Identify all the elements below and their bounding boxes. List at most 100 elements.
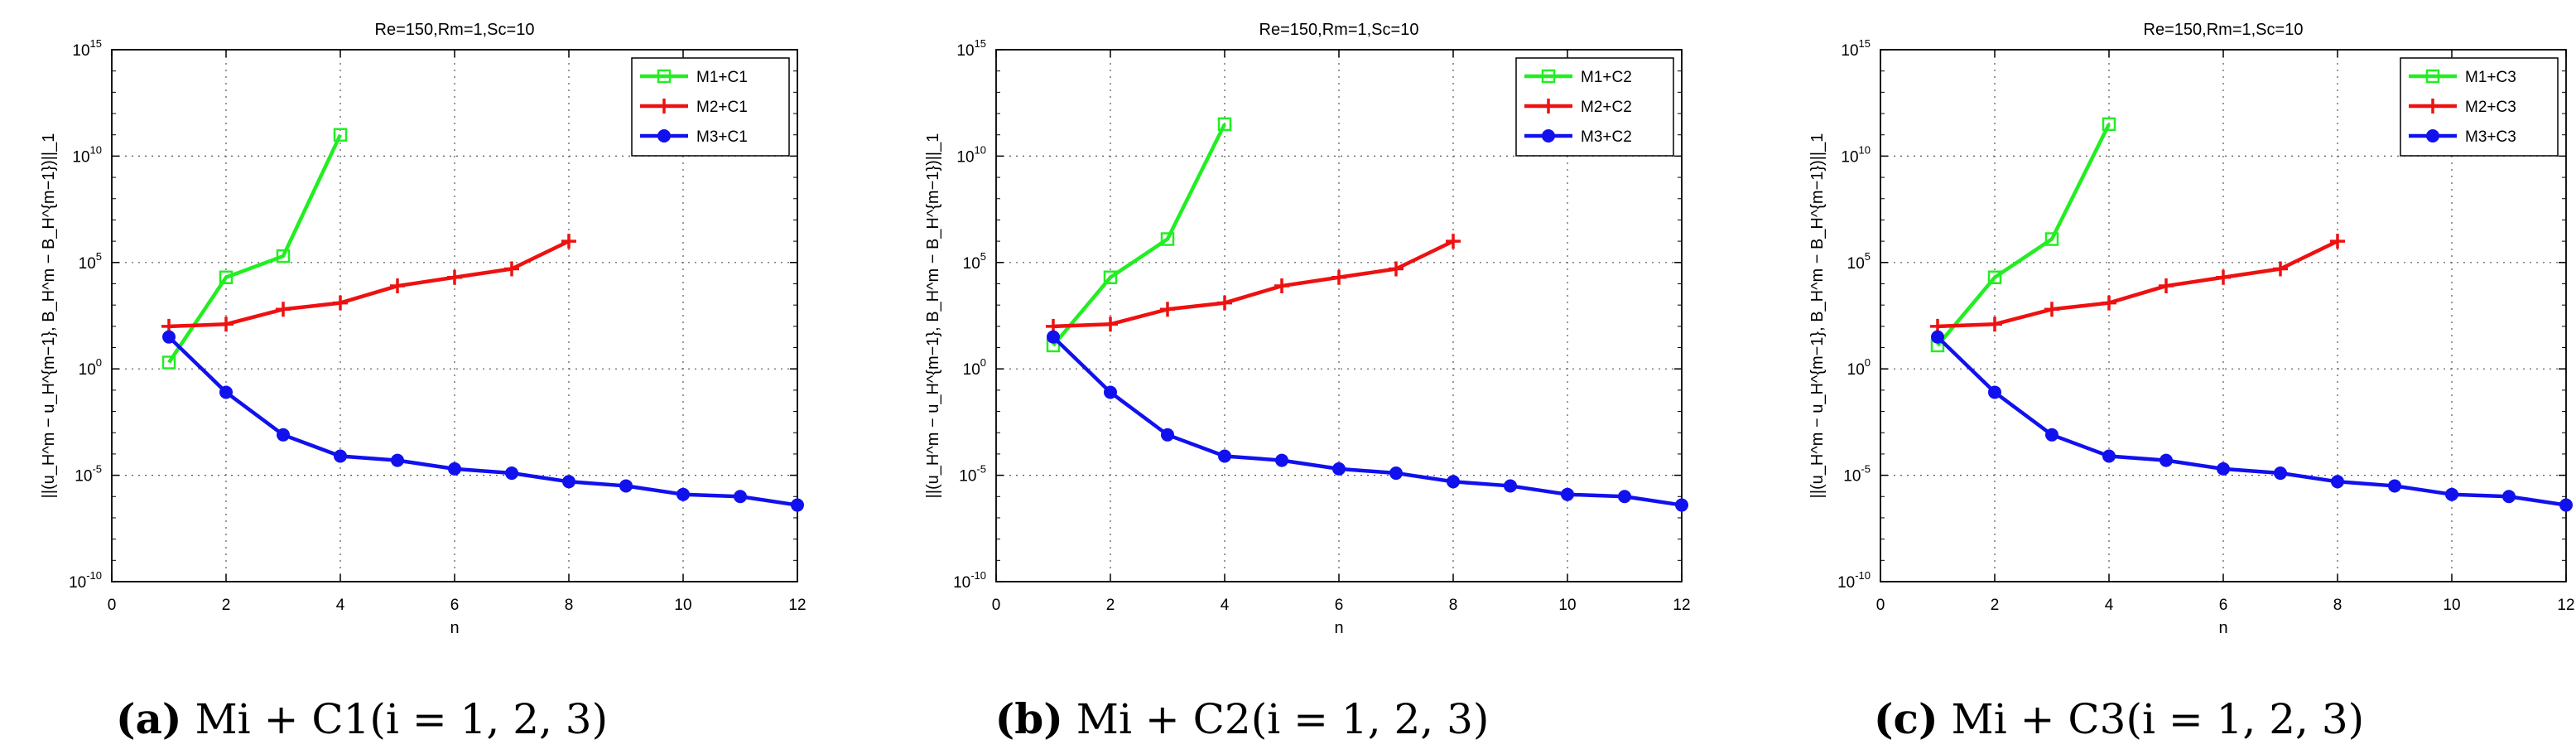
x-tick-label: 4	[336, 597, 345, 614]
x-axis-label: n	[2218, 619, 2227, 637]
x-tick-label: 8	[2333, 597, 2342, 614]
marker-circle	[1389, 466, 1403, 481]
marker-circle	[1542, 129, 1555, 143]
legend-label: M1+C1	[696, 69, 748, 86]
series-M3+C1	[162, 330, 804, 512]
marker-circle	[734, 490, 747, 504]
marker-plus	[1987, 317, 2002, 332]
marker-circle	[1561, 487, 1574, 501]
legend-label: M2+C2	[1581, 99, 1632, 116]
marker-circle	[1218, 449, 1231, 463]
marker-plus	[1389, 261, 1404, 277]
marker-plus	[2273, 261, 2288, 277]
marker-plus	[1160, 302, 1175, 317]
marker-circle	[791, 498, 804, 512]
marker-plus	[219, 317, 234, 332]
marker-circle	[334, 449, 347, 463]
marker-plus	[447, 269, 462, 285]
y-tick-label: 105	[1847, 250, 1871, 273]
marker-plus	[1217, 295, 1232, 311]
series-M3+C2	[1047, 330, 1688, 512]
marker-plus	[2425, 99, 2440, 114]
x-tick-label: 8	[565, 597, 574, 614]
x-tick-label: 12	[788, 597, 806, 614]
figure-caption: (c) Mi + C3(i = 1, 2, 3)	[1874, 694, 2364, 743]
marker-circle	[1931, 330, 1944, 344]
legend-label: M1+C3	[2465, 69, 2516, 86]
x-tick-label: 2	[222, 597, 231, 614]
marker-circle	[2331, 475, 2344, 489]
marker-circle	[2426, 129, 2439, 143]
chart-panel-1: 0 2 4 6 8 10 12 10-10 10-5 100 105 1010 1015 Re=150,R…	[40, 21, 807, 637]
y-tick-label: 105	[963, 250, 986, 273]
marker-plus	[1446, 234, 1461, 249]
marker-circle	[619, 479, 633, 493]
x-tick-label: 8	[1449, 597, 1458, 614]
series-M2+C1	[161, 234, 576, 334]
marker-circle	[162, 330, 176, 344]
y-tick-label: 100	[963, 356, 986, 379]
chart-panel-3: 0 2 4 6 8 10 12 10-10 10-5 100 105 1010 1015 Re=150,R…	[1808, 21, 2575, 637]
marker-circle	[1047, 330, 1060, 344]
x-tick-label: 12	[1673, 597, 1690, 614]
marker-square	[657, 69, 672, 84]
marker-plus	[390, 278, 405, 294]
marker-plus	[2102, 295, 2116, 311]
marker-circle	[1988, 385, 2001, 399]
marker-plus	[504, 261, 519, 277]
x-axis-label: n	[450, 619, 459, 637]
series-M1+C1	[161, 128, 348, 370]
marker-plus	[2044, 302, 2059, 317]
legend-label: M2+C3	[2465, 99, 2516, 116]
x-tick-label: 6	[1335, 597, 1344, 614]
marker-circle	[1447, 475, 1460, 489]
marker-circle	[562, 475, 575, 489]
marker-circle	[657, 129, 671, 143]
chart-title: Re=150,Rm=1,Sc=10	[2144, 21, 2304, 39]
marker-plus	[561, 234, 576, 249]
y-tick-label: 1010	[72, 143, 102, 166]
series-line	[1052, 123, 1227, 347]
y-tick-label: 100	[1847, 356, 1871, 379]
marker-circle	[2160, 453, 2173, 467]
series-line	[168, 239, 570, 329]
y-axis-label: ||(u_H^m − u_H^{m−1}, B_H^m − B_H^{m−1})…	[1808, 133, 1827, 499]
y-tick-label: 100	[79, 356, 102, 379]
legend: M1+C2 M2+C2 M3+C2	[1515, 57, 1674, 157]
legend-label: M1+C2	[1581, 69, 1632, 86]
marker-circle	[2045, 428, 2058, 442]
marker-circle	[2217, 462, 2230, 476]
series-line	[1936, 336, 2567, 507]
legend-label: M3+C2	[1581, 128, 1632, 146]
marker-square	[1217, 117, 1232, 132]
marker-circle	[2559, 498, 2573, 512]
marker-circle	[1275, 453, 1288, 467]
marker-square	[1103, 270, 1118, 285]
series-line	[1052, 239, 1454, 329]
marker-square	[161, 355, 176, 370]
marker-plus	[2330, 234, 2345, 249]
legend-label: M2+C1	[696, 99, 748, 116]
x-tick-label: 2	[1991, 597, 2000, 614]
x-tick-label: 2	[1106, 597, 1115, 614]
marker-circle	[1618, 490, 1631, 504]
marker-circle	[1504, 479, 1517, 493]
series-line	[1052, 336, 1683, 507]
marker-circle	[2274, 466, 2287, 481]
marker-plus	[2159, 278, 2174, 294]
marker-square	[276, 249, 291, 263]
chart-title: Re=150,Rm=1,Sc=10	[1259, 21, 1419, 39]
x-tick-label: 4	[2105, 597, 2114, 614]
series-M2+C2	[1046, 234, 1461, 334]
marker-circle	[2502, 490, 2516, 504]
marker-square	[2425, 69, 2440, 84]
y-tick-label: 10-10	[69, 569, 102, 592]
marker-square	[2102, 117, 2116, 132]
x-tick-label: 10	[674, 597, 691, 614]
marker-square	[1987, 270, 2002, 285]
y-tick-label: 1010	[956, 143, 986, 166]
x-tick-label: 12	[2557, 597, 2574, 614]
marker-circle	[391, 453, 404, 467]
series-line	[1936, 123, 2111, 347]
